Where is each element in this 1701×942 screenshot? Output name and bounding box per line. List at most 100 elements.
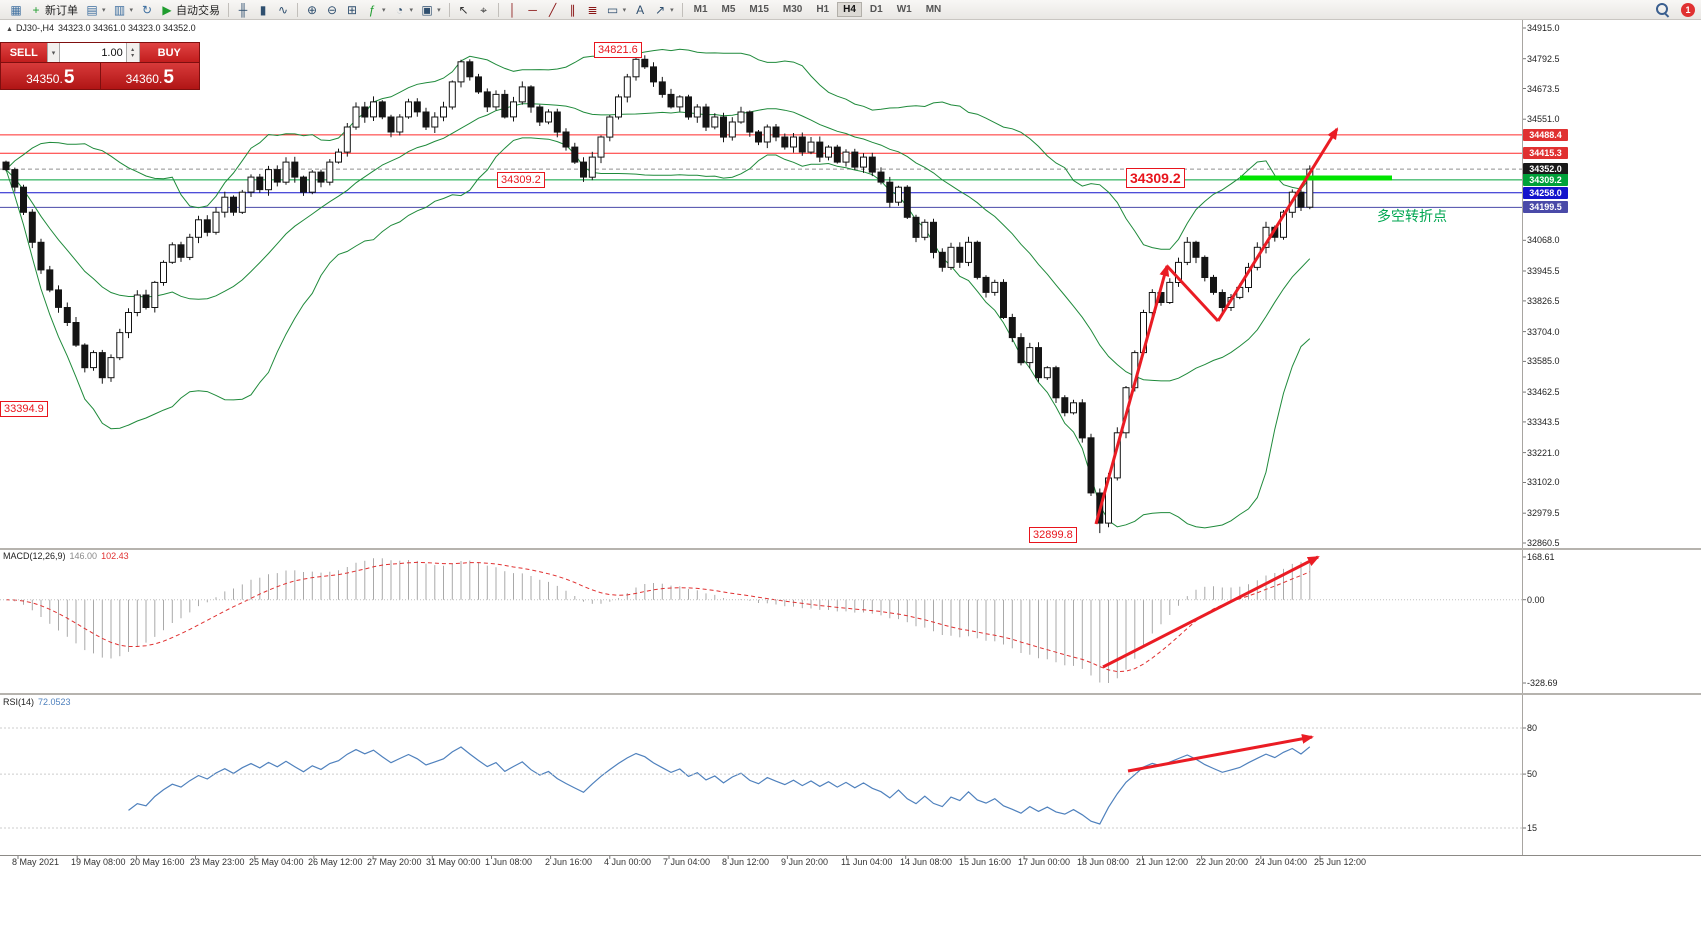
timeframe-m30-button[interactable]: M30 [782,4,803,15]
timeframe-d1-button[interactable]: D1 [869,4,883,15]
zoom-out-button[interactable]: ⊖ [322,1,342,18]
new-chart-button[interactable]: ▦ [6,1,26,18]
time-axis-label: 7 Jun 04:00 [663,857,711,867]
time-axis-label: 14 Jun 08:00 [900,857,953,867]
search-icon[interactable] [1656,3,1669,16]
bar-chart-icon: ╫ [238,2,248,17]
zoom-in-button[interactable]: ⊕ [302,1,322,18]
trendline-button[interactable]: ╱ [543,1,563,18]
timeframe-mn-button[interactable]: MN [925,4,942,15]
price-axis-label: 34915.0 [1527,23,1560,33]
price-marker-34258.0: 34258.0 [1523,187,1568,199]
chart-ohlc: 34323.0 34361.0 34323.0 34352.0 [57,23,196,33]
caret-down-icon: ▾ [437,6,441,14]
price-axis-label: 34673.5 [1527,84,1560,94]
rsi-panel-separator[interactable] [0,693,1701,695]
channel-icon: ∥ [569,2,576,17]
time-axis-label: 21 Jun 12:00 [1136,857,1189,867]
time-axis-label: 4 Jun 00:00 [604,857,652,867]
crosshair-button[interactable]: ⌖ [474,1,494,18]
new-order-button[interactable]: + 新订单 [26,1,82,18]
profiles-icon: ▥ [113,2,126,17]
shapes-icon: ▭ [606,2,619,17]
time-axis-label: 8 May 2021 [12,857,60,867]
charts-menu-button[interactable]: ▤ ▾ [82,1,110,18]
volume-input[interactable]: 1.00 [60,43,126,62]
fibonacci-button[interactable]: ≣ [583,1,603,18]
price-marker-34488.4: 34488.4 [1523,129,1568,141]
volume-dropdown-icon[interactable]: ▾ [46,43,61,62]
price-axis-label: 33704.0 [1527,327,1560,337]
time-axis-label: 27 May 20:00 [367,857,422,867]
text-button[interactable]: A [630,1,650,18]
horizontal-line-button[interactable]: ─ [523,1,543,18]
annotation-level-price-left[interactable]: 34309.2 [497,172,545,188]
chart-symbol-period: DJ30-,H4 [15,23,54,33]
time-axis-label: 25 May 04:00 [249,857,304,867]
timeframe-h1-button[interactable]: H1 [816,4,830,15]
crosshair-icon: ⌖ [480,2,487,17]
channel-button[interactable]: ∥ [563,1,583,18]
annotation-turning-point[interactable]: 多空转折点 [1377,208,1447,224]
timeframe-h4-button[interactable]: H4 [837,2,862,17]
volume-stepper[interactable]: ▴ ▾ [125,43,140,62]
timeframe-m5-button[interactable]: M5 [721,4,736,15]
rsi-axis-label: 15 [1527,823,1538,833]
price-axis-label: 33462.5 [1527,387,1560,397]
price-axis-label: 33826.5 [1527,296,1560,306]
annotation-level-price-big[interactable]: 34309.2 [1126,168,1185,188]
sell-button[interactable]: SELL [1,43,47,62]
tile-windows-button[interactable]: ⊞ [342,1,362,18]
price-axis-label: 33102.0 [1527,477,1560,487]
templates-icon: ▣ [421,2,433,17]
sell-price[interactable]: 34350. 5 [1,63,100,89]
arrows-button[interactable]: ↗ ▾ [650,1,678,18]
shapes-button[interactable]: ▭ ▾ [603,1,631,18]
candlestick-icon: ▮ [259,2,267,17]
cursor-button[interactable]: ↖ [454,1,474,18]
time-axis-border [0,855,1701,856]
annotation-left-price[interactable]: 33394.9 [0,401,48,417]
zoom-in-icon: ⊕ [307,2,318,17]
sell-price-base: 34350. [26,72,63,86]
autotrade-button-label: 自动交易 [176,4,221,17]
macd-panel-separator[interactable] [0,548,1701,550]
stepper-down-icon[interactable]: ▾ [131,52,135,59]
timeframe-w1-button[interactable]: W1 [896,4,912,15]
indicators-button[interactable]: ƒ ▾ [362,1,390,18]
timeframe-m15-button[interactable]: M15 [749,4,769,15]
candlestick-button[interactable]: ▮ [253,1,273,18]
buy-price[interactable]: 34360. 5 [99,63,199,89]
price-marker-34309.2: 34309.2 [1523,174,1568,186]
caret-down-icon: ▾ [129,6,134,14]
macd-name: MACD(12,26,9) [3,551,66,561]
annotation-peak-price[interactable]: 34821.6 [594,42,642,58]
caret-down-icon: ▾ [409,6,414,14]
text-icon: A [636,2,645,17]
templates-button[interactable]: ▣ ▾ [417,1,445,18]
one-click-toggle-icon[interactable]: ▲ [6,26,13,33]
bar-chart-button[interactable]: ╫ [233,1,253,18]
price-marker-34415.3: 34415.3 [1523,147,1568,159]
caret-down-icon: ▾ [670,6,674,14]
buy-button[interactable]: BUY [139,43,199,62]
refresh-button[interactable]: ↻ [137,1,157,18]
price-axis-label: 33585.0 [1527,356,1560,366]
horizontal-line-icon: ─ [528,2,537,17]
buy-price-base: 34360. [125,72,163,86]
timeframe-m1-button[interactable]: M1 [693,4,708,15]
cycles-icon: ◔ [395,2,404,17]
notification-badge[interactable]: 1 [1681,2,1695,17]
autotrade-button[interactable]: ▶ 自动交易 [157,1,224,18]
vertical-line-button[interactable]: │ [503,1,523,18]
toolbar: ▦ + 新订单 ▤ ▾ ▥ ▾ ↻ ▶ 自动交易 ╫ ▮ ∿ ⊕ ⊖ ⊞ ƒ ▾ ◔ ▾ ▣ ▾ ↖ ⌖ │ ─ ╱ ∥ ≣ ▭ ▾ A ↗ ▾ M… [0,0,1701,20]
toolbar-separator [497,2,499,17]
cycles-button[interactable]: ◔ ▾ [390,1,418,18]
toolbar-separator [681,2,683,17]
profiles-button[interactable]: ▥ ▾ [110,1,138,18]
line-chart-button[interactable]: ∿ [273,1,293,18]
annotation-low-price[interactable]: 32899.8 [1029,527,1077,543]
toolbar-buttons: ▦ + 新订单 ▤ ▾ ▥ ▾ ↻ ▶ 自动交易 ╫ ▮ ∿ ⊕ ⊖ ⊞ ƒ ▾ ◔ ▾ ▣ ▾ ↖ ⌖ │ ─ ╱ ∥ ≣ ▭ ▾ A ↗ ▾ M… [6,0,948,19]
